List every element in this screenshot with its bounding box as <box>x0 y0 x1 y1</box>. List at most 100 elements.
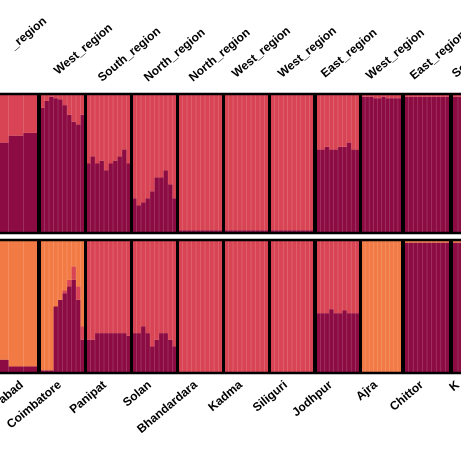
bar-segment-dark <box>141 326 146 373</box>
bar-segment-medium <box>187 240 192 373</box>
bar-segment-dark <box>0 359 10 373</box>
group-panipat <box>85 93 132 234</box>
bar-segment-orange <box>413 240 419 243</box>
bar-segment-dark <box>351 313 356 373</box>
bar-segment-medium <box>355 94 361 150</box>
bar-segment-medium <box>329 94 334 150</box>
bar-segment-medium <box>251 240 256 373</box>
bar-segment-medium <box>196 94 201 231</box>
bar-segment-medium <box>278 94 284 231</box>
bar-segment-orange <box>458 240 461 243</box>
group-ajra <box>360 239 403 374</box>
bar-segment-dark <box>145 198 151 233</box>
bar-segment-medium <box>333 240 339 314</box>
bar-segment-dark <box>346 313 352 373</box>
bar-segment-medium <box>260 240 265 373</box>
bar-segment-orange <box>80 240 86 327</box>
bar-segment-medium <box>296 94 302 231</box>
bar-segment-medium <box>141 94 146 203</box>
population-label: abad <box>0 378 26 407</box>
bar-segment-dark <box>8 135 24 233</box>
bar-segment-orange <box>440 240 446 243</box>
bar-segment-dark <box>168 184 173 233</box>
bar-segment-medium <box>246 94 252 231</box>
bar-segment-medium <box>445 94 451 97</box>
bar-segment-dark <box>385 98 391 233</box>
bar-segment-dark <box>80 339 86 373</box>
bar-segment-orange <box>62 240 68 291</box>
bar-segment-medium <box>274 240 280 373</box>
bar-segment-dark <box>404 242 409 373</box>
bar-segment-orange <box>40 240 45 371</box>
bar-segment-dark <box>445 242 451 373</box>
bar-segment-medium <box>255 240 261 373</box>
bar-segment-medium <box>365 94 370 97</box>
bar-segment-dark <box>242 230 247 233</box>
bar-segment-medium <box>44 94 50 101</box>
bar-segment-medium <box>104 94 109 171</box>
bar-segment-dark <box>205 230 210 233</box>
bar-segment-dark <box>393 98 399 233</box>
bar-segment-orange <box>71 240 77 267</box>
bar-segment-dark <box>417 242 423 373</box>
bar-segment-medium <box>413 94 419 97</box>
bar-segment-medium <box>205 94 210 231</box>
bar-segment-medium <box>440 94 446 97</box>
bar-segment-medium <box>292 94 297 231</box>
bar-segment-dark <box>365 96 370 233</box>
bar-segment-dark <box>49 370 54 373</box>
bar-segment-dark <box>329 309 334 373</box>
bar-segment-medium <box>373 94 378 99</box>
bar-segment-medium <box>270 240 275 373</box>
bar-segment-medium <box>309 240 315 373</box>
bar-segment-medium <box>320 94 326 150</box>
bar-segment-orange <box>397 240 403 373</box>
bar-segment-orange <box>381 240 386 373</box>
bar-segment-medium <box>145 240 151 334</box>
bar-segment-medium <box>150 94 155 192</box>
bar-segment-medium <box>76 286 81 300</box>
bar-segment-medium <box>178 94 183 231</box>
bar-segment-medium <box>246 240 252 373</box>
bar-segment-medium <box>178 240 183 373</box>
bar-segment-dark <box>452 242 459 373</box>
bar-segment-orange <box>8 240 24 367</box>
population-label: Solan <box>120 378 154 410</box>
bar-segment-medium <box>182 94 188 231</box>
bar-segment-medium <box>264 240 270 373</box>
bar-segment-medium <box>126 94 132 164</box>
bar-segment-medium <box>132 240 137 334</box>
bar-segment-medium <box>283 240 288 373</box>
bar-segment-medium <box>218 240 224 373</box>
bar-segment-dark <box>309 230 315 233</box>
group-solan <box>131 93 178 234</box>
bar-segment-medium <box>117 240 123 334</box>
bar-segment-dark <box>458 242 461 373</box>
bar-segment-orange <box>431 240 437 243</box>
bar-segment-dark <box>113 333 118 373</box>
bar-segment-orange <box>67 240 72 280</box>
bar-segment-medium <box>71 266 77 280</box>
bar-segment-medium <box>255 94 261 231</box>
population-label: Panipat <box>67 378 109 417</box>
bar-segment-medium <box>452 94 459 97</box>
bar-segment-dark <box>53 306 59 373</box>
bar-segment-dark <box>172 346 178 373</box>
group-bhandardara <box>177 239 224 374</box>
bar-segment-dark <box>413 242 419 373</box>
bar-segment-dark <box>67 286 72 373</box>
bar-segment-medium <box>338 94 343 147</box>
bar-segment-dark <box>320 313 326 373</box>
group-abad <box>0 93 39 234</box>
bar-segment-dark <box>86 339 91 373</box>
bar-segment-medium <box>242 94 247 231</box>
bar-segment-orange <box>389 240 395 373</box>
bar-segment-dark <box>53 98 59 233</box>
bar-segment-dark <box>150 191 155 233</box>
bar-segment-dark <box>237 230 243 233</box>
bar-segment-dark <box>397 98 403 233</box>
bar-segment-dark <box>224 230 229 233</box>
bar-segment-dark <box>62 105 68 233</box>
panel-bottom <box>0 238 461 375</box>
population-label: K <box>446 377 461 394</box>
